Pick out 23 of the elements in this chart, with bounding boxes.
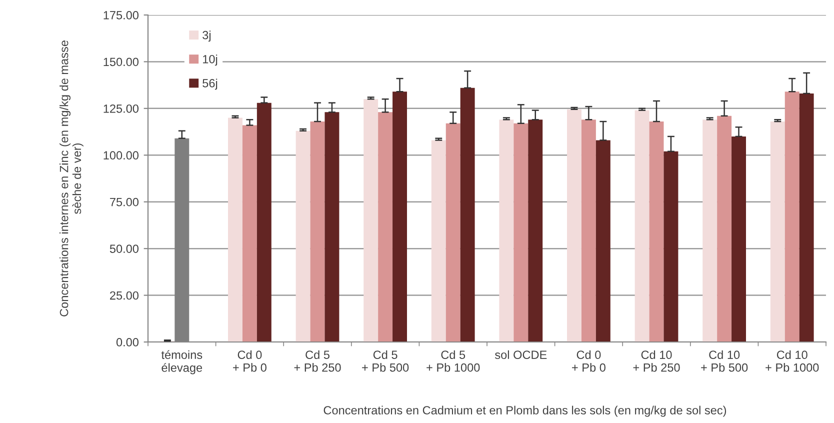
y-tick-label: 25.00 [110, 291, 139, 300]
y-tick-label: 175.00 [104, 11, 139, 20]
legend-label: 10j [203, 54, 218, 66]
x-tick-label: Cd 0 + Pb 0 [233, 350, 266, 372]
y-tick-label: 75.00 [110, 198, 139, 206]
y-tick-label: 0.00 [116, 338, 139, 346]
y-tick-label: 100.00 [104, 151, 139, 160]
x-tick-label: Cd 0 + Pb 0 [572, 350, 606, 372]
y-tick-label: 150.00 [104, 58, 139, 66]
x-tick-label: témoins élevage [161, 350, 202, 374]
x-tick-label: Cd 5 + Pb 1000 [426, 350, 480, 372]
x-tick-label: Cd 10 + Pb 250 [633, 350, 680, 372]
x-tick-label: Cd 5 + Pb 250 [294, 350, 341, 372]
y-axis-title: Concentrations internes en Zinc (en mg/kg de masse sèche de ver) [60, 40, 84, 316]
x-tick-label: sol OCDE [494, 350, 547, 360]
y-tick-label: 50.00 [110, 244, 139, 253]
x-tick-label: Cd 10 + Pb 1000 [766, 350, 819, 372]
legend-label: 56j [202, 78, 218, 90]
x-tick-label: Cd 10 + Pb 500 [701, 350, 748, 372]
legend-label: 3j [202, 30, 211, 42]
x-axis-title: Concentrations en Cadmium et en Plomb dans les sols (en mg/kg de sol sec) [324, 406, 726, 417]
y-tick-label: 125.00 [104, 104, 139, 113]
x-tick-label: Cd 5 + Pb 500 [362, 350, 409, 372]
